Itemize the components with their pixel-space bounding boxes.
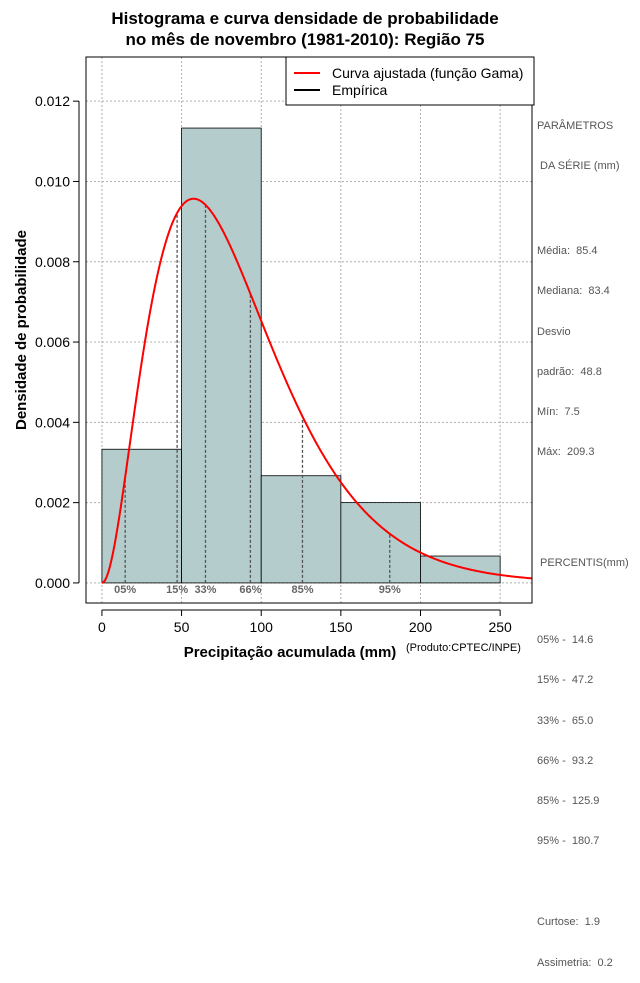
params-title: PARÂMETROS <box>537 119 614 132</box>
x-tick-label: 250 <box>488 619 512 635</box>
gamma-curve <box>101 197 533 584</box>
y-tick-label: 0.012 <box>35 93 70 109</box>
stat-p33: 33% - 65.0 <box>537 714 594 727</box>
legend: Curva ajustada (função Gama) Empírica <box>285 56 535 106</box>
stat-desvio: padrão: 48.8 <box>537 365 602 378</box>
title-line-2: no mês de novembro (1981-2010): Região 7… <box>125 30 485 49</box>
y-tick-label: 0.010 <box>35 173 70 189</box>
x-tick-label: 150 <box>329 619 353 635</box>
percentile-label-95: 95% <box>379 584 401 596</box>
y-tick-label: 0.004 <box>35 414 70 430</box>
params-subtitle: DA SÉRIE (mm) <box>537 160 620 173</box>
histogram-bar-4 <box>340 502 421 584</box>
percentis-title: PERCENTIS(mm) <box>537 557 629 570</box>
histogram-bars <box>101 127 501 584</box>
chart-title: Histograma e curva densidade de probabil… <box>0 8 610 50</box>
percentile-label-15: 15% <box>166 584 188 596</box>
legend-box <box>285 56 535 106</box>
title-line-1: Histograma e curva densidade de probabil… <box>111 9 499 28</box>
stat-media: Média: 85.4 <box>537 245 598 258</box>
y-tick-label: 0.006 <box>35 334 70 350</box>
stat-max: Máx: 209.3 <box>537 446 595 459</box>
stat-p85: 85% - 125.9 <box>537 795 600 808</box>
y-tick-label: 0.002 <box>35 495 70 511</box>
stat-p05: 05% - 14.6 <box>537 634 594 647</box>
y-tick-label: 0.000 <box>35 575 70 591</box>
x-tick-label: 0 <box>98 619 106 635</box>
y-axis-label: Densidade de probabilidade <box>13 230 30 430</box>
percentile-label-85: 85% <box>291 584 313 596</box>
percentile-markers: 05% 15% 33% 66% 85% 95% <box>114 204 401 596</box>
histogram-bar-5 <box>420 555 501 584</box>
stats-panel: PARÂMETROS DA SÉRIE (mm) Média: 85.4 Med… <box>537 93 640 983</box>
x-tick-label: 200 <box>409 619 433 635</box>
histogram-chart: 05% 15% 33% 66% 85% 95% 0 50 100 150 200 2500.0000… <box>13 56 535 660</box>
legend-label-curve: Curva ajustada (função Gama) <box>332 65 523 81</box>
histogram-bar-2 <box>181 127 262 584</box>
axes: 0 50 100 150 200 250 0.000 0.002 0.004 0.006 0.008… <box>35 93 512 635</box>
stat-p15: 15% - 47.2 <box>537 674 594 687</box>
credit-label: (Produto:CPTEC/INPE) <box>406 642 521 654</box>
x-tick-label: 50 <box>174 619 190 635</box>
percentile-label-66: 66% <box>239 584 261 596</box>
histogram-bar-3 <box>260 475 342 584</box>
stat-desvio-label: Desvio <box>537 325 571 338</box>
x-tick-label: 100 <box>250 619 274 635</box>
stat-mediana: Mediana: 83.4 <box>537 285 610 298</box>
legend-label-empirical: Empírica <box>332 82 387 98</box>
histogram-bar-1 <box>101 448 182 584</box>
percentile-label-05: 05% <box>114 584 136 596</box>
x-axis-label: Precipitação acumulada (mm) <box>184 644 397 660</box>
stat-p66: 66% - 93.2 <box>537 754 594 767</box>
stat-min: Mín: 7.5 <box>537 405 580 418</box>
y-tick-label: 0.008 <box>35 254 70 270</box>
stat-curtose: Curtose: 1.9 <box>537 916 600 929</box>
percentile-label-33: 33% <box>194 584 216 596</box>
stat-p95: 95% - 180.7 <box>537 835 600 848</box>
stat-assimetria: Assimetria: 0.2 <box>537 956 613 969</box>
